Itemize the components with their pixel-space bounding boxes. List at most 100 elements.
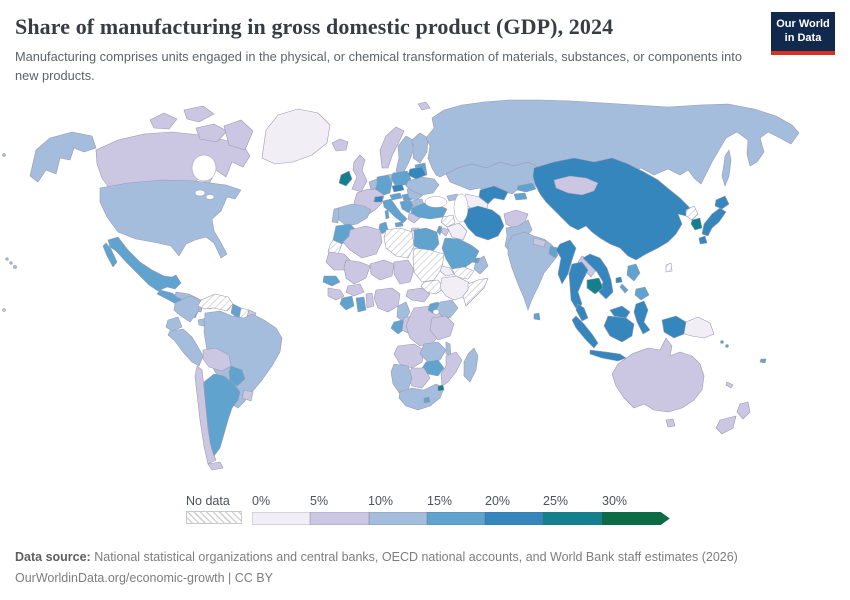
country-mongolia[interactable] bbox=[553, 175, 599, 196]
legend-bin-20-25[interactable] bbox=[485, 512, 544, 525]
country-iraq[interactable] bbox=[446, 222, 468, 241]
country-china[interactable] bbox=[532, 157, 694, 261]
country-sulawesi[interactable] bbox=[633, 300, 651, 335]
legend-bin-10-15[interactable] bbox=[368, 512, 427, 525]
country-kyrgyzstan[interactable] bbox=[516, 182, 537, 193]
country-chile[interactable] bbox=[194, 365, 217, 465]
country-myanmar[interactable] bbox=[555, 239, 577, 285]
country-tajikistan[interactable] bbox=[513, 192, 528, 201]
country-burkina-faso[interactable] bbox=[345, 283, 365, 297]
country-sweden[interactable] bbox=[395, 135, 414, 176]
country-madagascar[interactable] bbox=[463, 347, 479, 383]
country-borneo-malaysia[interactable] bbox=[609, 305, 631, 319]
country-syria[interactable] bbox=[440, 214, 456, 228]
country-norway[interactable] bbox=[379, 126, 405, 169]
country-uruguay[interactable] bbox=[241, 389, 254, 402]
country-hawaii[interactable] bbox=[9, 261, 13, 265]
country-bangladesh[interactable] bbox=[548, 245, 559, 259]
country-south-sudan[interactable] bbox=[420, 279, 445, 295]
country-hainan[interactable] bbox=[615, 276, 623, 284]
country-nigeria[interactable] bbox=[373, 287, 401, 313]
country-solomon-islands[interactable] bbox=[720, 340, 724, 344]
country-yemen[interactable] bbox=[451, 266, 475, 280]
country-algeria[interactable] bbox=[342, 225, 383, 259]
country-alaska[interactable] bbox=[29, 131, 97, 183]
country-niger[interactable] bbox=[369, 259, 395, 281]
country-sumatra[interactable] bbox=[571, 315, 599, 349]
country-mexico[interactable] bbox=[107, 236, 182, 292]
country-chad[interactable] bbox=[393, 259, 415, 285]
country-ukraine[interactable] bbox=[405, 176, 440, 196]
country-borneo-indonesia[interactable] bbox=[603, 315, 635, 343]
legend-bin-25-30[interactable] bbox=[543, 512, 602, 525]
country-tierra-del-fuego[interactable] bbox=[207, 461, 224, 471]
owid-logo[interactable]: Our World in Data bbox=[771, 12, 835, 55]
country-sicily[interactable] bbox=[394, 221, 404, 228]
country-tasmania[interactable] bbox=[665, 418, 676, 428]
country-bolivia[interactable] bbox=[202, 347, 232, 372]
country-saudi-arabia[interactable] bbox=[441, 237, 480, 270]
country-germany[interactable] bbox=[374, 174, 393, 197]
country-vietnam[interactable] bbox=[582, 253, 614, 300]
country-philippines-luzon[interactable] bbox=[626, 263, 641, 282]
legend-bin-30-plus[interactable] bbox=[602, 512, 670, 525]
country-sakhalin[interactable] bbox=[721, 149, 732, 187]
country-philippines-palawan[interactable] bbox=[619, 283, 629, 294]
country-solomon-islands[interactable] bbox=[725, 344, 729, 348]
country-italy[interactable] bbox=[382, 198, 408, 224]
country-uae[interactable] bbox=[470, 257, 481, 264]
country-mali[interactable] bbox=[343, 259, 371, 285]
country-balkans[interactable] bbox=[399, 199, 414, 214]
country-papua-new-guinea[interactable] bbox=[683, 316, 715, 339]
license-line[interactable]: OurWorldinData.org/economic-growth | CC … bbox=[15, 571, 273, 586]
country-venezuela[interactable] bbox=[197, 293, 234, 312]
country-greenland[interactable] bbox=[261, 108, 331, 165]
country-arctic-islands[interactable] bbox=[195, 123, 228, 143]
country-new-zealand-south[interactable] bbox=[715, 415, 737, 435]
country-israel[interactable] bbox=[436, 225, 443, 236]
country-argentina[interactable] bbox=[203, 373, 241, 457]
country-portugal[interactable] bbox=[331, 207, 340, 224]
country-ecuador[interactable] bbox=[165, 316, 183, 332]
country-india[interactable] bbox=[507, 231, 559, 311]
country-switzerland[interactable] bbox=[373, 195, 384, 203]
country-new-caledonia[interactable] bbox=[725, 381, 734, 389]
country-baffin-island[interactable] bbox=[223, 119, 254, 151]
country-nepal[interactable] bbox=[532, 237, 547, 248]
country-guinea[interactable] bbox=[327, 287, 345, 301]
country-sardinia[interactable] bbox=[384, 209, 390, 220]
country-tanzania[interactable] bbox=[429, 315, 455, 341]
country-south-africa[interactable] bbox=[398, 383, 445, 411]
country-egypt[interactable] bbox=[413, 227, 440, 253]
country-zambia[interactable] bbox=[419, 341, 447, 363]
country-philippines-mindanao[interactable] bbox=[634, 286, 650, 301]
country-papua-indonesia[interactable] bbox=[661, 315, 687, 339]
country-gabon[interactable] bbox=[390, 319, 407, 335]
legend-bin-5-10[interactable] bbox=[310, 512, 369, 525]
country-ghana[interactable] bbox=[355, 296, 367, 313]
country-angola[interactable] bbox=[393, 343, 425, 369]
country-hawaii[interactable] bbox=[13, 265, 17, 269]
country-central-african-republic[interactable] bbox=[405, 287, 431, 303]
country-iran[interactable] bbox=[461, 205, 505, 241]
country-pacific-island[interactable] bbox=[2, 308, 6, 312]
country-ireland[interactable] bbox=[338, 170, 353, 187]
country-sudan[interactable] bbox=[412, 247, 445, 283]
country-togo-benin[interactable] bbox=[365, 292, 375, 309]
country-japan-kyushu[interactable] bbox=[698, 235, 708, 245]
country-australia[interactable] bbox=[611, 337, 705, 413]
country-lesotho[interactable] bbox=[423, 396, 431, 404]
country-fiji[interactable] bbox=[759, 358, 767, 364]
legend-bin-0-5[interactable] bbox=[252, 512, 311, 525]
country-senegal[interactable] bbox=[322, 275, 341, 287]
country-south-korea[interactable] bbox=[690, 217, 703, 231]
country-finland[interactable] bbox=[411, 132, 429, 164]
country-libya[interactable] bbox=[383, 227, 415, 259]
country-north-korea[interactable] bbox=[685, 205, 699, 221]
country-paraguay[interactable] bbox=[228, 365, 246, 387]
country-somalia[interactable] bbox=[462, 277, 489, 307]
country-mozambique[interactable] bbox=[440, 351, 463, 387]
country-eritrea[interactable] bbox=[439, 265, 455, 277]
country-svalbard[interactable] bbox=[417, 101, 431, 111]
country-arctic-islands[interactable] bbox=[149, 112, 178, 130]
